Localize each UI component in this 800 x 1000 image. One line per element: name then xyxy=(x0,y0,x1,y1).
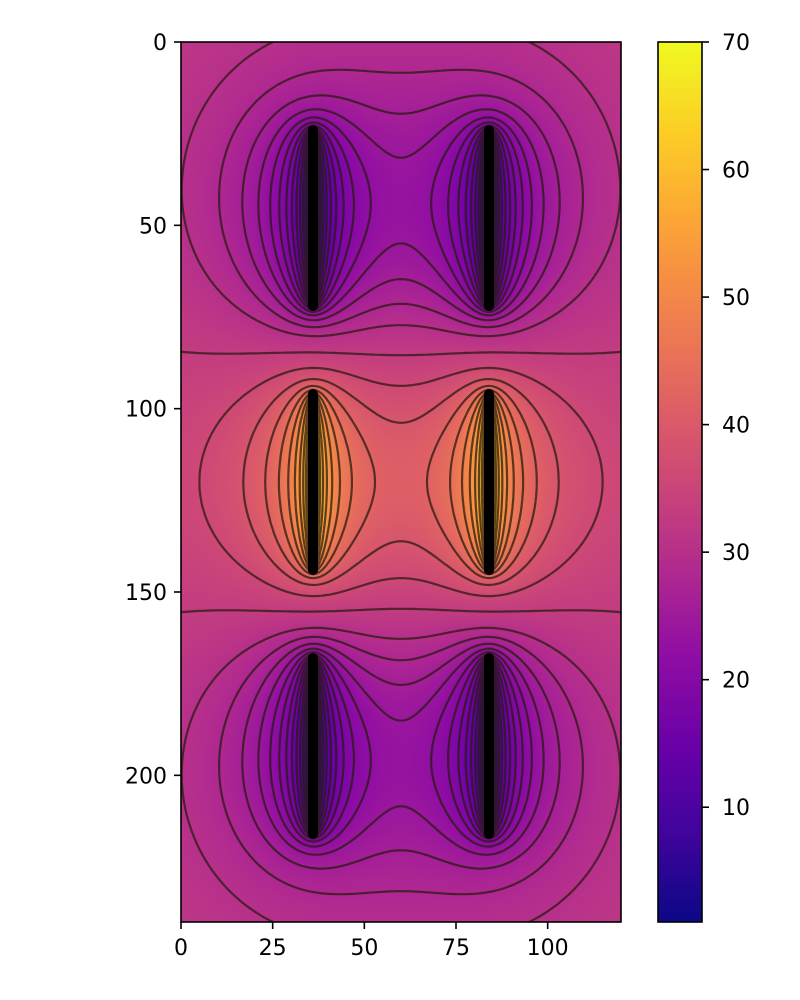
y-tick-label: 50 xyxy=(139,214,167,239)
colorbar: 10 20 30 40 50 60 70 xyxy=(657,31,750,923)
contour-line xyxy=(218,68,584,896)
y-tick-label: 0 xyxy=(153,31,167,56)
colorbar-tick-label: 30 xyxy=(722,541,750,566)
y-tick-label: 150 xyxy=(125,581,167,606)
x-tick-label: 0 xyxy=(174,936,188,961)
colorbar-tick-label: 70 xyxy=(722,31,750,56)
x-tick-label: 25 xyxy=(259,936,287,961)
contour-line xyxy=(180,41,622,923)
x-tick-label: 75 xyxy=(442,936,470,961)
plot-frame xyxy=(180,41,622,923)
colorbar-tick-label: 50 xyxy=(722,286,750,311)
colorbar-ticks: 10 20 30 40 50 60 70 xyxy=(702,31,750,821)
heatmap-image xyxy=(181,42,621,922)
contour-line xyxy=(278,121,524,843)
x-tick-label: 100 xyxy=(527,936,569,961)
y-tick-label: 200 xyxy=(125,764,167,789)
colorbar-tick-label: 10 xyxy=(722,796,750,821)
colorbar-tick-label: 60 xyxy=(722,159,750,184)
colorbar-tick-label: 40 xyxy=(722,414,750,439)
contour-line xyxy=(264,384,538,580)
y-axis: 0 50 100 150 200 xyxy=(125,31,181,789)
colorbar-gradient xyxy=(658,42,702,922)
plot-area xyxy=(180,41,622,923)
contour-line xyxy=(269,116,533,848)
contour-line xyxy=(180,350,622,614)
x-tick-label: 50 xyxy=(350,936,378,961)
x-axis: 0 25 50 75 100 xyxy=(174,922,569,961)
colorbar-frame xyxy=(657,41,703,923)
contour-line xyxy=(242,377,560,587)
y-tick-label: 100 xyxy=(125,398,167,423)
contour-line xyxy=(198,366,604,598)
contour-line xyxy=(241,94,561,870)
colorbar-tick-label: 20 xyxy=(722,669,750,694)
electrode-lines xyxy=(308,125,494,839)
contour-line xyxy=(257,108,545,856)
